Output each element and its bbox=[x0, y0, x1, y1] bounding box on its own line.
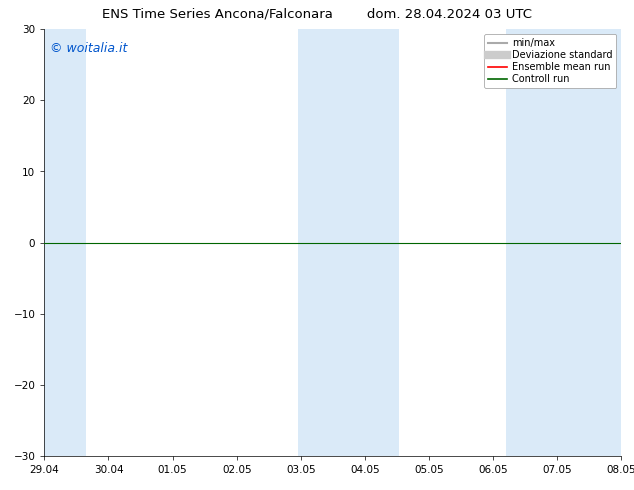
Bar bbox=[298, 29, 399, 456]
Text: ENS Time Series Ancona/Falconara        dom. 28.04.2024 03 UTC: ENS Time Series Ancona/Falconara dom. 28… bbox=[102, 7, 532, 21]
Bar bbox=[506, 29, 621, 456]
Bar bbox=[44, 29, 86, 456]
Legend: min/max, Deviazione standard, Ensemble mean run, Controll run: min/max, Deviazione standard, Ensemble m… bbox=[484, 34, 616, 88]
Text: © woitalia.it: © woitalia.it bbox=[50, 42, 127, 55]
